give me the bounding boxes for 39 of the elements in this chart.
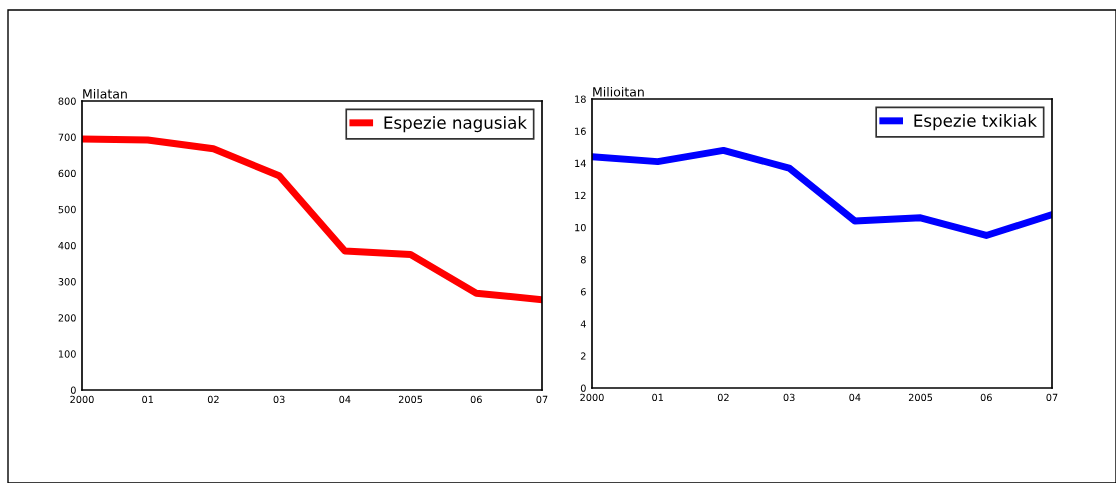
x-tick-label: 02	[207, 395, 219, 404]
x-tick-label: 07	[536, 395, 548, 404]
legend-label: Espezie nagusiak	[384, 116, 527, 133]
x-tick-label: 02	[717, 393, 729, 402]
y-axis-title: Milioitan	[593, 86, 644, 97]
y-tick-label: 500	[58, 205, 76, 214]
y-tick-label: 300	[58, 278, 76, 286]
y-tick-label: 0	[70, 386, 76, 394]
y-tick-label: 600	[58, 169, 76, 178]
y-tick-label: 100	[58, 350, 76, 358]
y-tick-label: 400	[58, 241, 76, 250]
y-tick-label: 18	[575, 95, 586, 103]
y-tick-label: 0	[580, 384, 586, 392]
y-tick-label: 12	[575, 191, 586, 200]
y-tick-label: 10	[575, 223, 586, 232]
x-tick-label: 06	[980, 393, 992, 402]
x-tick-label: 2000	[70, 395, 94, 404]
y-tick-label: 4	[580, 320, 586, 328]
y-tick-label: 6	[580, 288, 586, 296]
x-tick-label: 01	[652, 393, 663, 402]
x-tick-label: 01	[142, 395, 153, 404]
x-tick-label: 07	[1046, 393, 1058, 402]
x-tick-label: 06	[470, 395, 482, 404]
y-tick-label: 200	[58, 314, 76, 322]
y-tick-label: 8	[580, 256, 586, 264]
x-tick-label: 2005	[398, 395, 423, 404]
x-tick-label: 03	[273, 395, 285, 404]
x-tick-label: 03	[783, 393, 795, 402]
y-tick-label: 700	[58, 133, 76, 141]
y-tick-label: 16	[575, 127, 586, 135]
x-tick-label: 2005	[908, 393, 933, 402]
y-tick-label: 2	[580, 352, 586, 360]
x-tick-label: 04	[339, 395, 351, 404]
legend-label: Espezie txikiak	[914, 114, 1037, 131]
x-tick-label: 2000	[580, 393, 604, 402]
y-axis-title: Milatan	[83, 88, 127, 99]
y-tick-label: 800	[58, 97, 76, 105]
x-tick-label: 04	[849, 393, 861, 402]
y-tick-label: 14	[575, 159, 586, 167]
